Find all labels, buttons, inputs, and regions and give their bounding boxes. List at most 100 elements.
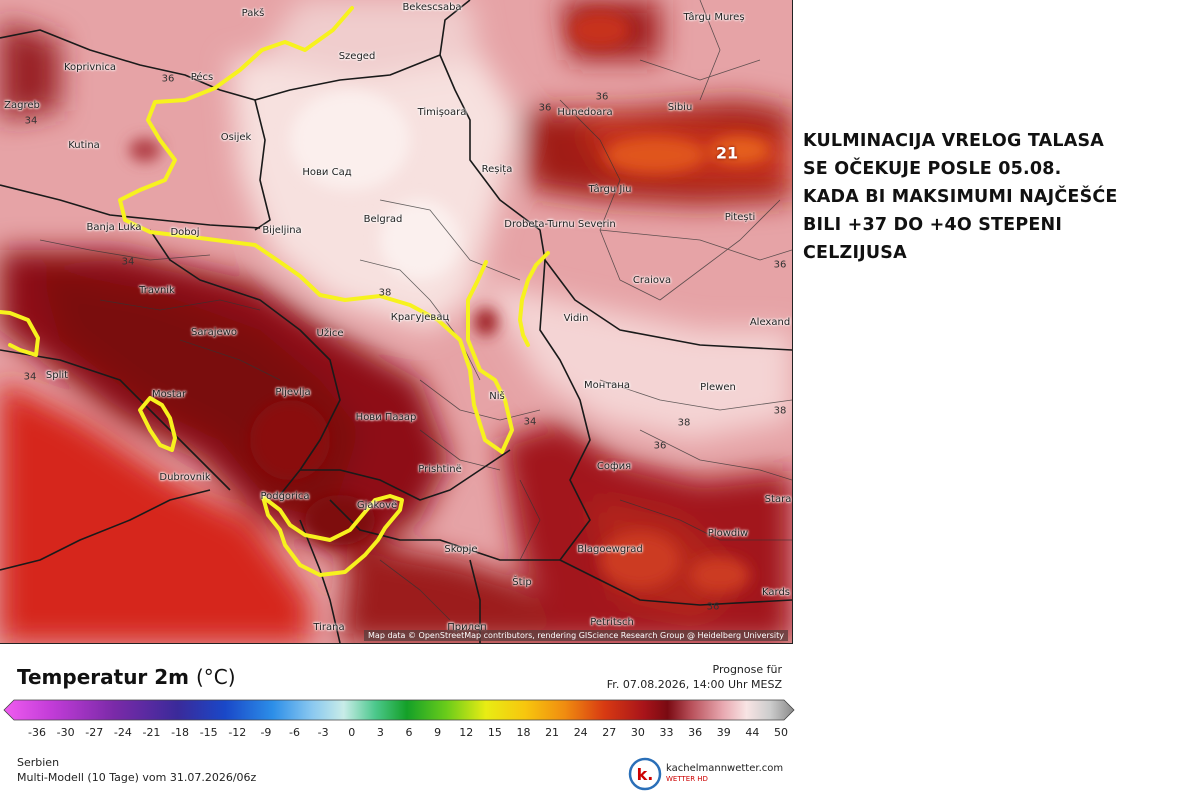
isoline-value: 36 [161,73,175,85]
city-label: Štip [512,577,532,588]
city-label: Plewen [700,382,736,393]
city-label: Крагујевац [390,312,450,323]
city-label: Drobeta-Turnu Severin [504,219,616,230]
city-label: Travnik [139,285,175,296]
colorbar-tick: -30 [56,726,75,739]
city-label: Koprivnica [63,62,117,73]
model-label: Multi-Modell (10 Tage) vom 31.07.2026/06… [17,771,257,784]
colorbar-tick: -9 [260,726,272,739]
colorbar-tick: 12 [459,726,474,739]
city-label: Split [45,370,69,381]
isoline-value: 38 [677,417,691,429]
city-label: Timișoara [417,107,467,118]
isoline-value: 38 [773,405,787,417]
city-label: Kards [761,587,791,598]
colorbar-tick: -36 [28,726,46,739]
max-temperature-label: 21 [715,143,739,163]
colorbar-tick: 27 [602,726,617,739]
isoline-value: 36 [773,259,787,271]
city-label: Прилеп [447,622,487,633]
city-label: Zagreb [4,100,40,111]
colorbar-tick: 24 [573,726,588,739]
colorbar-tick: 21 [545,726,560,739]
colorbar-tick: -6 [289,726,301,739]
city-label: Pitești [724,212,756,223]
city-label: Pljevlja [275,387,311,398]
colorbar-tick: 33 [659,726,674,739]
logo-letter: k. [637,765,654,784]
temperature-map: Pakš Bekescsaba Târgu Mureș Koprivnica Pécs S… [0,0,793,644]
city-label: Hunedoara [557,107,613,118]
city-label: Kutina [68,140,100,151]
isoline-value: 34 [121,256,135,268]
note-line-1: KULMINACIJA VRELOG TALASA [803,131,1105,151]
colorbar-tick: -3 [317,726,329,739]
city-label: Belgrad [363,214,403,225]
city-label: Sarajewo [191,327,237,338]
city-label: Osijek [220,132,252,143]
city-label: Alexand [749,317,791,328]
city-label: Bijeljina [262,225,302,236]
city-label: Niš [489,391,505,402]
city-label: Skopje [444,544,478,555]
isoline-value: 34 [24,115,38,127]
colorbar-tick: 9 [434,726,442,739]
city-label: Bekescsaba [402,2,462,13]
city-label: Târgu Jiu [588,184,632,195]
colorbar-tick: 36 [688,726,703,739]
city-label: Pakš [241,8,265,19]
colorbar-tick: 44 [745,726,760,739]
city-label: Stara [764,494,792,505]
region-label: Serbien [17,756,60,769]
note-line-2: SE OČEKUJE POSLE 05.08. [803,159,1062,179]
colorbar-tick: 50 [774,726,788,739]
colorbar-tick: 0 [348,726,356,739]
isoline-value: 36 [653,440,667,452]
forecast-label: Prognose für [712,663,783,676]
colorbar-tick: -27 [85,726,104,739]
city-label: Mostar [151,389,187,400]
isoline-value: 34 [23,371,37,383]
map-attribution: Map data © OpenStreetMap contributors, r… [364,630,788,641]
city-label: Blagoewgrad [577,544,643,555]
city-label: Banja Luka [86,222,142,233]
kachelmann-logo-icon: k. [628,757,662,791]
city-label: Tirana [313,622,345,633]
isoline-value: 38 [378,287,392,299]
city-label: Dubrovnik [159,472,211,483]
isoline-value: 34 [523,416,537,428]
map-canvas [0,0,792,643]
colorbar-tick: 18 [516,726,531,739]
isoline-value: 36 [538,102,552,114]
brand-subtitle: WETTER HD [666,775,708,783]
city-label: Gjakovë [356,500,398,511]
city-label: Podgorica [260,491,310,502]
brand-name[interactable]: kachelmannwetter.com [666,763,784,774]
city-label: Prishtinë [418,464,462,475]
colorbar-tick: -12 [228,726,247,739]
city-label: Petritsch [590,617,634,628]
note-line-5: CELZIJUSA [803,243,907,263]
legend-title-text: Temperatur 2m [17,665,190,689]
forecast-time-block: Prognose für Fr. 07.08.2026, 14:00 Uhr M… [607,662,782,692]
note-line-3: KADA BI MAKSIMUMI NAJČEŠĆE [803,187,1118,207]
colorbar-tick: -24 [113,726,132,739]
legend-unit: (°C) [195,665,236,689]
isoline-value: 36 [706,601,720,613]
city-label: Нови Сад [302,167,352,178]
city-label: Монтана [584,380,630,391]
colorbar-tick: 3 [376,726,384,739]
isoline-value: 36 [595,91,609,103]
forecast-time: Fr. 07.08.2026, 14:00 Uhr MESZ [606,678,782,691]
forecast-note: KULMINACIJA VRELOG TALASA SE OČEKUJE POS… [803,127,1198,267]
city-label: Užice [316,328,344,339]
colorbar-tick: 6 [405,726,413,739]
city-label: Reșița [481,164,513,175]
city-label: Craiova [632,275,672,286]
city-label: Doboj [170,227,200,238]
city-label: София [596,461,632,472]
city-label: Vidin [563,313,589,324]
colorbar-tick: 15 [487,726,502,739]
city-label: Pécs [190,72,214,83]
colorbar-tick: -15 [199,726,218,739]
